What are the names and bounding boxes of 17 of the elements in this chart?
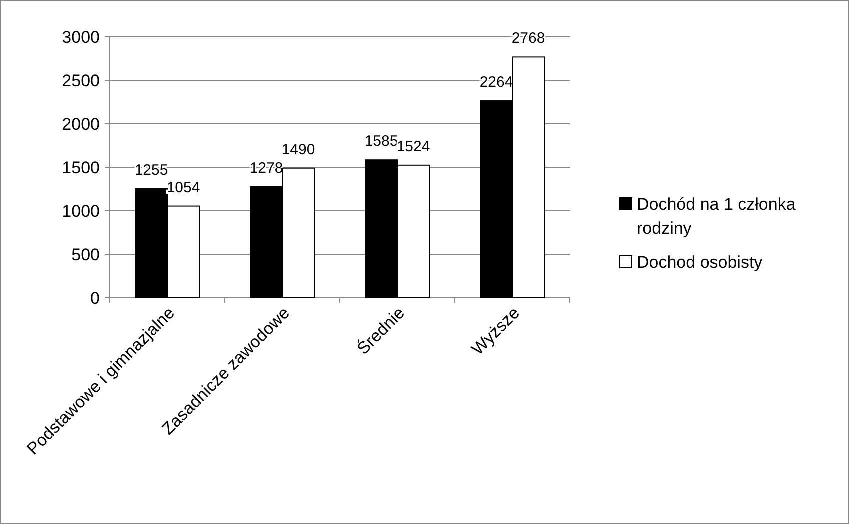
- y-tick-label: 3000: [62, 28, 100, 47]
- data-label: 2264: [480, 74, 514, 92]
- legend-label: Dochód na 1 członka rodziny: [637, 195, 796, 238]
- legend-label: Dochod osobisty: [637, 253, 764, 272]
- data-label: 1054: [166, 179, 200, 196]
- data-label: 1278: [250, 160, 284, 177]
- data-label: 1524: [396, 138, 430, 156]
- data-label: 2768: [512, 30, 546, 48]
- y-tick-label: 2500: [62, 71, 100, 90]
- data-label: 1255: [134, 162, 168, 179]
- y-tick-label: 500: [72, 245, 100, 264]
- y-tick-label: 2000: [62, 114, 100, 134]
- data-label: 1585: [364, 133, 398, 150]
- y-tick-label: 1500: [62, 158, 100, 178]
- data-label: 1490: [282, 141, 316, 158]
- y-tick-label: 1000: [62, 202, 100, 221]
- y-tick-label: 0: [90, 288, 100, 308]
